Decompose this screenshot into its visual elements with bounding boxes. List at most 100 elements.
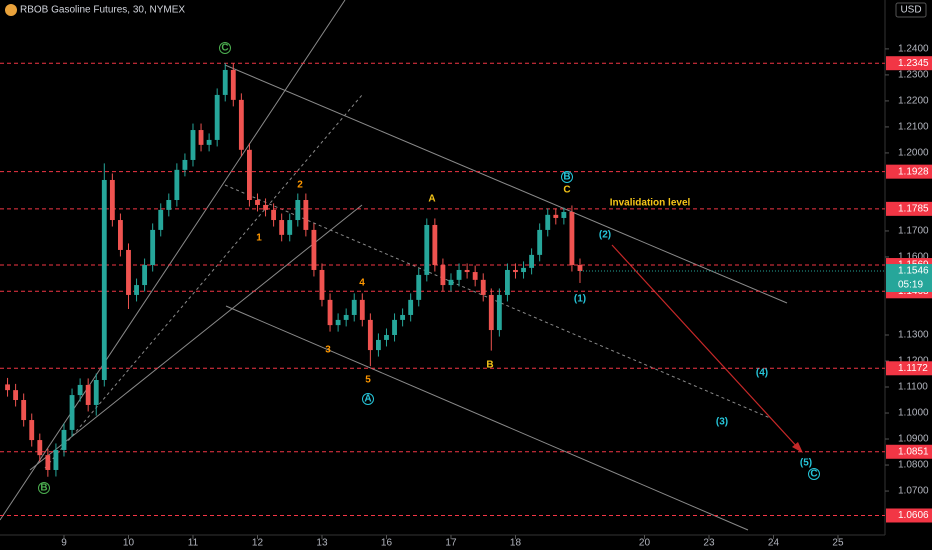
projection-arrow — [611, 244, 801, 451]
candle-body — [327, 299, 333, 326]
candle-body — [335, 319, 341, 326]
candle-body — [521, 267, 526, 273]
candle-body — [384, 334, 389, 340]
wave-label: 4 — [359, 278, 365, 289]
wave-label: B — [486, 360, 493, 371]
candle-body — [255, 200, 260, 205]
candle-body — [440, 265, 446, 286]
wave-circle — [561, 171, 573, 183]
channel-line — [0, 0, 346, 521]
y-tick-label: 1.1100 — [898, 382, 928, 393]
candle-body — [577, 265, 583, 272]
chart-title: RBOB Gasoline Futures, 30, NYMEX — [20, 5, 185, 16]
y-tick-label: 1.2200 — [898, 96, 929, 107]
arrow-head — [792, 442, 803, 453]
candle-body — [416, 274, 422, 300]
level-label: 1.1928 — [898, 166, 929, 177]
y-tick-label: 1.1700 — [898, 226, 929, 237]
wave-label: (2) — [599, 230, 611, 241]
candle-body — [271, 209, 277, 221]
wave-circle — [362, 393, 374, 405]
candle-body — [408, 299, 414, 315]
candle-body — [488, 294, 494, 331]
candle-body — [472, 272, 478, 280]
wave-label: 1 — [256, 233, 262, 244]
wave-label: B — [563, 172, 570, 183]
y-tick-label: 1.1000 — [898, 408, 929, 419]
wave-label: (5) — [800, 458, 812, 469]
currency-box[interactable] — [895, 2, 927, 18]
wave-label: A — [364, 394, 371, 405]
wave-label: C — [810, 469, 817, 480]
candle-body — [101, 179, 107, 380]
candle-body — [553, 214, 559, 218]
candle-body — [198, 130, 204, 145]
candle-body — [85, 384, 91, 405]
symbol-logo — [5, 4, 17, 16]
candle-body — [206, 139, 212, 145]
candle-body — [174, 169, 180, 201]
level-label: 1.0606 — [898, 510, 929, 521]
candle-body — [287, 220, 293, 235]
x-tick-label: 10 — [123, 538, 135, 549]
candle-body — [29, 420, 35, 441]
wave-label: C — [221, 43, 228, 54]
candle-body — [424, 224, 430, 275]
wave-label: (3) — [716, 417, 728, 428]
candle-body — [53, 449, 59, 470]
last-price-badge — [886, 264, 932, 293]
level-badge — [886, 361, 932, 376]
countdown: 05:19 — [898, 280, 923, 291]
y-tick-label: 1.2100 — [898, 122, 929, 133]
x-tick-label: 11 — [188, 538, 199, 549]
level-badge — [886, 201, 932, 216]
candle-body — [561, 211, 567, 218]
candle-body — [569, 211, 575, 266]
y-tick-label: 1.0800 — [898, 460, 929, 471]
x-tick-label: 18 — [510, 538, 522, 549]
level-badge — [886, 164, 932, 179]
x-tick-label: 9 — [61, 538, 67, 549]
x-tick-label: 16 — [381, 538, 393, 549]
level-badge — [886, 508, 932, 523]
candle-body — [545, 214, 551, 230]
level-label: 1.0851 — [898, 446, 929, 457]
candle-body — [77, 384, 83, 396]
candle-body — [166, 200, 172, 210]
x-tick-label: 24 — [768, 538, 780, 549]
wave-circle — [38, 482, 50, 494]
candle-body — [182, 159, 188, 170]
x-tick-label: 20 — [639, 538, 651, 549]
wave-label: 5 — [365, 375, 371, 386]
candle-body — [37, 440, 43, 456]
wave-label: C — [563, 185, 570, 196]
channel-line — [224, 64, 788, 304]
candle-body — [69, 395, 75, 430]
candle-body — [222, 69, 228, 95]
candle-body — [279, 220, 285, 235]
y-tick-label: 1.1200 — [898, 356, 929, 367]
candle-body — [400, 314, 406, 320]
candle-body — [456, 269, 462, 280]
x-tick-label: 23 — [703, 538, 715, 549]
candle-body — [142, 265, 148, 286]
candle-body — [118, 220, 123, 250]
y-tick-label: 1.2000 — [898, 148, 929, 159]
candle-body — [263, 204, 268, 210]
y-tick-label: 1.2300 — [898, 70, 929, 81]
candle-body — [190, 130, 196, 160]
candle-body — [134, 285, 139, 295]
candle-body — [126, 249, 131, 295]
candle-body — [480, 279, 486, 295]
y-tick-label: 1.0700 — [898, 486, 929, 497]
candle-body — [448, 279, 454, 286]
candle-body — [505, 269, 510, 295]
candle-body — [343, 314, 349, 320]
candle-body — [496, 294, 502, 331]
level-label: 1.1785 — [898, 203, 929, 214]
level-label: 1.2345 — [898, 58, 929, 69]
candle-body — [319, 269, 325, 300]
candle-body — [376, 339, 381, 351]
channel-line — [29, 204, 363, 471]
candle-body — [464, 269, 470, 273]
